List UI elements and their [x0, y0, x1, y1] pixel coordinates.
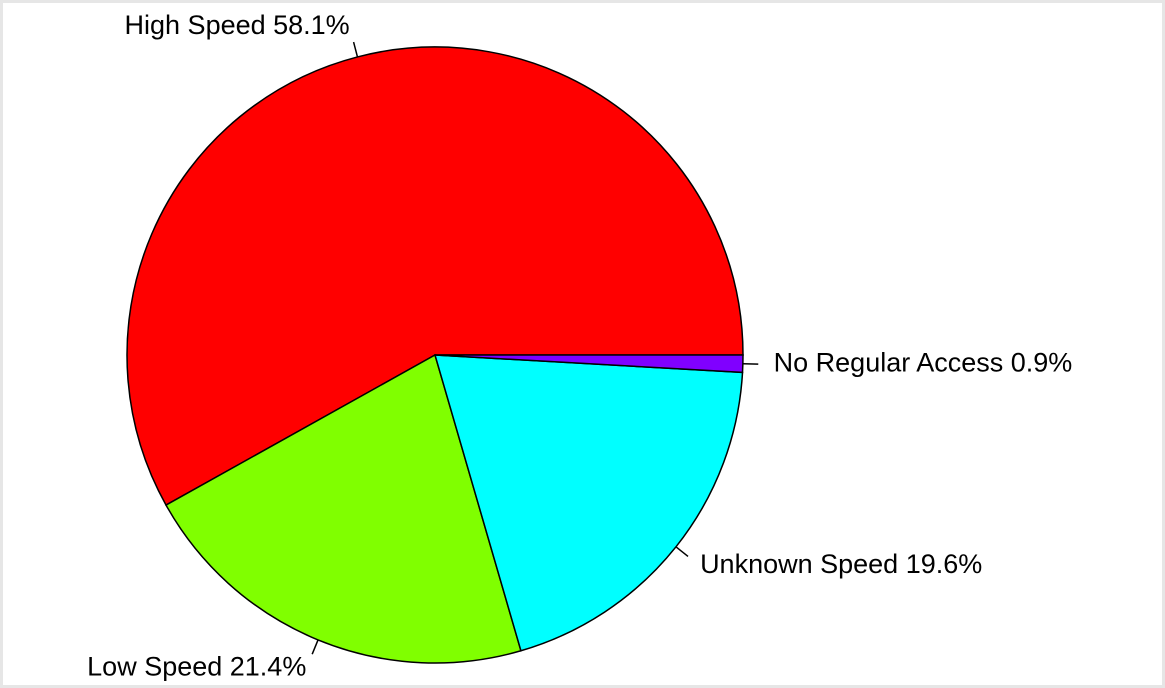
slice-label: Unknown Speed 19.6% [700, 549, 982, 579]
pie-slice [433, 354, 744, 652]
label-tick [352, 41, 359, 58]
slice-label: High Speed 58.1% [125, 10, 350, 40]
label-tick [311, 639, 319, 655]
pie-slice [165, 353, 522, 664]
pie-slice [126, 46, 744, 507]
slice-label: No Regular Access 0.9% [774, 348, 1073, 378]
label-tick [675, 546, 689, 557]
slice-label: Low Speed 21.4% [87, 652, 306, 682]
